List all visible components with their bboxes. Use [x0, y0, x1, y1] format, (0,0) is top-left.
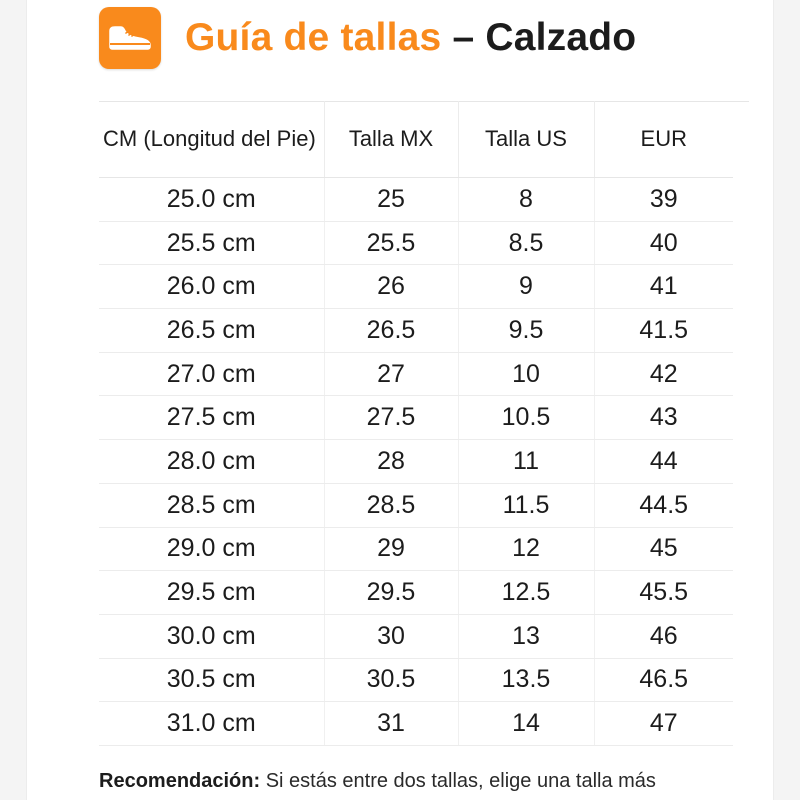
cell-mx: 28.5 [324, 483, 459, 528]
cell-mx: 25.5 [324, 221, 459, 266]
cell-us: 12 [458, 527, 595, 572]
cell-cm: 25.5 cm [99, 221, 325, 266]
cell-eur: 40 [594, 221, 733, 266]
cell-cm: 30.5 cm [99, 658, 325, 703]
cell-mx: 30 [324, 614, 459, 659]
cell-us: 13 [458, 614, 595, 659]
table-row: 25.0 cm 25 8 39 [99, 177, 733, 222]
column-header-cm: CM (Longitud del Pie) [99, 101, 325, 178]
cell-mx: 27.5 [324, 395, 459, 441]
cell-cm: 31.0 cm [99, 701, 325, 746]
cell-eur: 46.5 [594, 658, 733, 703]
cell-eur: 47 [594, 701, 733, 746]
page-header: Guía de tallas – Calzado [99, 6, 636, 70]
table-row: 28.5 cm 28.5 11.5 44.5 [99, 483, 733, 528]
recommendation-label: Recomendación: [99, 770, 261, 792]
column-header-eur: EUR [594, 101, 733, 178]
cell-cm: 27.5 cm [99, 395, 325, 441]
table-row: 25.5 cm 25.5 8.5 40 [99, 221, 733, 266]
cell-eur: 43 [594, 395, 733, 441]
cell-us: 10 [458, 352, 595, 397]
cell-eur: 45 [594, 527, 733, 572]
cell-cm: 25.0 cm [99, 177, 325, 222]
cell-eur: 39 [594, 177, 733, 222]
table-row: 30.0 cm 30 13 46 [99, 614, 733, 659]
cell-mx: 27 [324, 352, 459, 397]
cell-cm: 26.0 cm [99, 264, 325, 310]
cell-eur: 44 [594, 439, 733, 484]
cell-mx: 28 [324, 439, 459, 484]
cell-us: 9 [458, 264, 595, 310]
table-row: 26.5 cm 26.5 9.5 41.5 [99, 308, 733, 353]
cell-cm: 28.5 cm [99, 483, 325, 528]
cell-cm: 28.0 cm [99, 439, 325, 484]
cell-mx: 31 [324, 701, 459, 746]
cell-us: 11.5 [458, 483, 595, 528]
cell-eur: 41.5 [594, 308, 733, 353]
table-body: 25.0 cm 25 8 39 25.5 cm 25.5 8.5 40 26.0 cm 26 9 41… [99, 177, 733, 746]
cell-mx: 30.5 [324, 658, 459, 703]
cell-cm: 26.5 cm [99, 308, 325, 353]
shoe-icon [99, 7, 161, 69]
table-header-row: CM (Longitud del Pie) Talla MX Talla US … [99, 101, 733, 178]
table-row: 26.0 cm 26 9 41 [99, 264, 733, 310]
title-rest: – Calzado [452, 16, 637, 59]
cell-us: 12.5 [458, 570, 595, 615]
size-table: CM (Longitud del Pie) Talla MX Talla US … [99, 101, 733, 746]
cell-cm: 29.0 cm [99, 527, 325, 572]
column-header-mx: Talla MX [324, 101, 459, 178]
column-header-us: Talla US [458, 101, 595, 178]
cell-us: 9.5 [458, 308, 595, 353]
table-row: 28.0 cm 28 11 44 [99, 439, 733, 484]
cell-mx: 26 [324, 264, 459, 310]
table-row: 31.0 cm 31 14 47 [99, 701, 733, 746]
table-row: 29.5 cm 29.5 12.5 45.5 [99, 570, 733, 615]
page-title: Guía de tallas – Calzado [185, 16, 636, 60]
cell-us: 13.5 [458, 658, 595, 703]
cell-mx: 26.5 [324, 308, 459, 353]
cell-eur: 41 [594, 264, 733, 310]
cell-cm: 27.0 cm [99, 352, 325, 397]
recommendation-text: Si estás entre dos tallas, elige una tal… [265, 770, 656, 792]
cell-cm: 30.0 cm [99, 614, 325, 659]
cell-us: 8.5 [458, 221, 595, 266]
title-accent: Guía de tallas [185, 16, 442, 59]
cell-mx: 25 [324, 177, 459, 222]
table-row: 27.0 cm 27 10 42 [99, 352, 733, 397]
table-row: 27.5 cm 27.5 10.5 43 [99, 395, 733, 441]
page: Guía de tallas – Calzado CM (Longitud de… [26, 0, 774, 800]
recommendation-note: Recomendación: Si estás entre dos tallas… [99, 770, 739, 793]
cell-us: 11 [458, 439, 595, 484]
cell-us: 8 [458, 177, 595, 222]
cell-eur: 42 [594, 352, 733, 397]
table-row: 29.0 cm 29 12 45 [99, 527, 733, 572]
cell-us: 10.5 [458, 395, 595, 441]
cell-cm: 29.5 cm [99, 570, 325, 615]
cell-us: 14 [458, 701, 595, 746]
cell-mx: 29 [324, 527, 459, 572]
cell-eur: 46 [594, 614, 733, 659]
table-row: 30.5 cm 30.5 13.5 46.5 [99, 658, 733, 703]
cell-eur: 45.5 [594, 570, 733, 615]
cell-eur: 44.5 [594, 483, 733, 528]
cell-mx: 29.5 [324, 570, 459, 615]
